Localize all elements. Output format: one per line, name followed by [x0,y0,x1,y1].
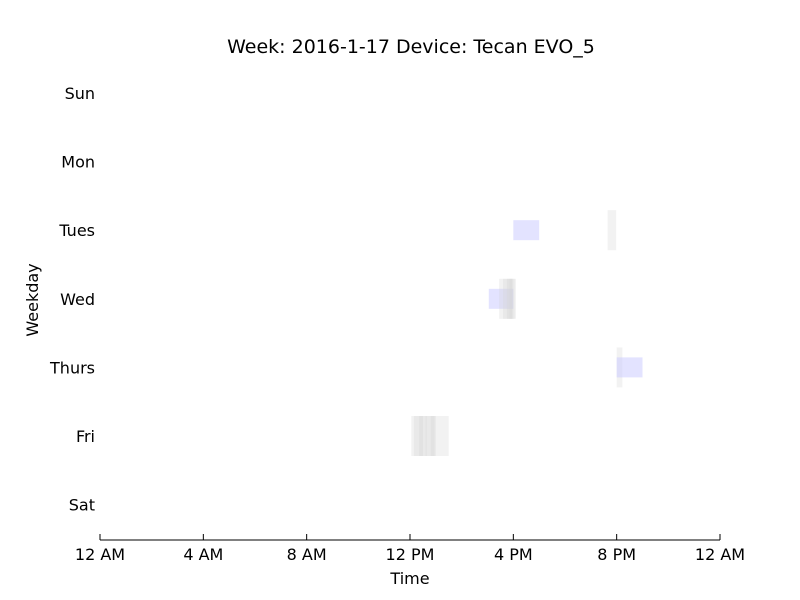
event-bar-busy [616,357,643,378]
event-bar-idle [413,416,423,456]
event-bar-idle [506,278,513,319]
x-tick-label: 4 AM [183,545,223,564]
event-bar-idle [503,278,513,319]
event-bar-idle [607,210,617,251]
x-tick-label: 8 PM [597,545,636,564]
event-bar-idle [499,278,516,319]
x-tick-label: 8 AM [287,545,327,564]
weekday-label-tues: Tues [58,221,95,240]
event-bar-idle [419,416,427,456]
y-axis-title: Weekday [23,263,42,336]
event-bar-busy [488,288,514,309]
weekday-label-thurs: Thurs [49,358,95,377]
x-tick-label: 12 PM [386,545,435,564]
event-bar-idle [411,416,449,456]
event-bar-idle [430,416,436,456]
x-tick-label: 12 AM [695,545,745,564]
event-bar-busy [513,220,540,241]
chart-title: Week: 2016-1-17 Device: Tecan EVO_5 [227,36,595,58]
event-bar-idle [509,278,515,319]
x-tick-label: 12 AM [75,545,125,564]
weekday-label-wed: Wed [60,290,95,309]
event-bars [411,210,643,456]
weekday-label-mon: Mon [61,153,95,172]
x-tick-label: 4 PM [494,545,533,564]
event-bar-idle [425,416,435,456]
weekday-labels: Sun Mon Tues Wed Thurs Fri Sat [49,84,95,515]
weekday-label-fri: Fri [76,427,95,446]
x-axis-title: Time [389,569,429,588]
weekday-label-sun: Sun [65,84,95,103]
x-axis-ticks: 12 AM 4 AM 8 AM 12 PM 4 PM 8 PM 12 AM [75,534,745,564]
weekday-label-sat: Sat [69,496,95,515]
